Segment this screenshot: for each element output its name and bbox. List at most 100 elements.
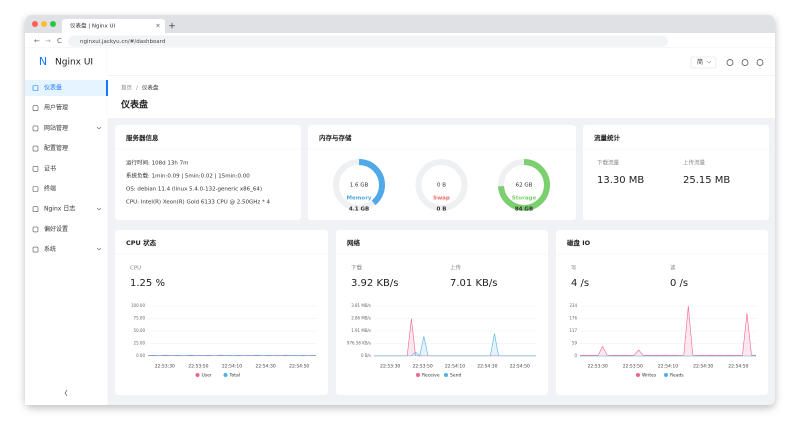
legend-swatch bbox=[444, 373, 448, 377]
server-info-line: 系统负载: 1min:0.09 | 5min:0.02 | 15min:0.00 bbox=[126, 172, 250, 180]
x-tick-label: 22:53:30 bbox=[155, 364, 175, 370]
menu-item[interactable]: 配置管理 bbox=[44, 144, 68, 152]
menu-item[interactable]: 偏好设置 bbox=[44, 225, 68, 233]
title-bar bbox=[25, 15, 775, 33]
card-title: 流量统计 bbox=[594, 133, 621, 142]
gauge-total: 0 B bbox=[437, 207, 447, 213]
x-tick-label: 22:53:50 bbox=[412, 364, 432, 370]
legend-swatch bbox=[664, 373, 668, 377]
series-line bbox=[374, 333, 536, 357]
server-info-line: OS: debian 11.4 (linux 5.4.0-132-generic… bbox=[126, 187, 262, 193]
menu-item[interactable]: 网站管理 bbox=[44, 124, 68, 132]
y-tick-label: 117 bbox=[569, 328, 577, 333]
menu-icon bbox=[32, 206, 39, 212]
sidebar bbox=[25, 48, 108, 405]
x-tick-label: 22:53:30 bbox=[587, 364, 607, 370]
stat-value: 1.25 % bbox=[130, 278, 165, 289]
x-tick-label: 22:53:30 bbox=[380, 364, 400, 370]
new-tab[interactable]: + bbox=[168, 22, 176, 32]
x-tick-label: 22:54:30 bbox=[477, 364, 497, 370]
card bbox=[556, 230, 768, 395]
logo-mark: N bbox=[39, 55, 47, 68]
language: 简 bbox=[697, 58, 703, 66]
gauge-label: Swap bbox=[433, 196, 450, 202]
forward-button[interactable]: → bbox=[45, 37, 51, 45]
close-button[interactable] bbox=[32, 21, 38, 27]
gauge-label: Memory bbox=[346, 196, 371, 202]
x-tick-label: 22:54:50 bbox=[289, 364, 309, 370]
legend-label[interactable]: Writes bbox=[642, 373, 657, 379]
gauge-track bbox=[415, 159, 468, 211]
breadcrumb-item: 首页 bbox=[121, 84, 133, 92]
legend-label[interactable]: Send bbox=[450, 373, 461, 379]
menu-item[interactable]: 系统 bbox=[44, 245, 56, 253]
tab-close[interactable]: × bbox=[155, 23, 160, 30]
gauge-label: Storage bbox=[512, 196, 537, 202]
y-tick-label: 234 bbox=[569, 303, 577, 308]
home-icon[interactable] bbox=[726, 59, 734, 66]
stat-label: 上传 bbox=[450, 264, 462, 272]
language-chevron bbox=[706, 60, 712, 64]
submenu-chevron bbox=[96, 126, 102, 130]
back-button[interactable]: ← bbox=[34, 37, 40, 45]
menu-item[interactable]: Nginx 日志 bbox=[44, 205, 75, 213]
y-tick-label: 3.81 MB/s bbox=[351, 303, 371, 308]
legend-label[interactable]: User bbox=[202, 373, 212, 379]
legend-label[interactable]: Reads bbox=[670, 373, 684, 379]
stat-value: 0 /s bbox=[670, 278, 688, 289]
series-line bbox=[579, 305, 756, 356]
address-bar[interactable] bbox=[68, 35, 668, 47]
card-title: 服务器信息 bbox=[126, 133, 159, 142]
y-tick-label: 176 bbox=[569, 315, 577, 320]
y-tick-label: 100.00 bbox=[131, 303, 145, 308]
language-select[interactable] bbox=[690, 56, 717, 69]
y-tick-label: 976.56 KB/s bbox=[347, 340, 371, 345]
menu-item[interactable]: 证书 bbox=[44, 164, 56, 172]
y-tick-label: 75.00 bbox=[134, 316, 146, 321]
stat-value: 13.30 MB bbox=[597, 175, 644, 186]
gauge-used: 0 B bbox=[437, 183, 446, 189]
series-line bbox=[147, 354, 317, 356]
gauge-used: 1.6 GB bbox=[350, 183, 369, 189]
stat-label: 下载流量 bbox=[597, 159, 620, 167]
y-tick-label: 25.00 bbox=[134, 341, 146, 346]
y-tick-label: 0.00 bbox=[136, 353, 145, 358]
x-tick-label: 22:53:50 bbox=[623, 364, 643, 370]
legend-label[interactable]: Total bbox=[229, 373, 241, 379]
server-info-line: 运行时间: 108d 13h 7m bbox=[126, 159, 188, 167]
tab[interactable] bbox=[62, 19, 165, 33]
reload-icon[interactable] bbox=[741, 59, 749, 66]
page-title: 仪表盘 bbox=[120, 99, 148, 111]
menu-item[interactable]: 终端 bbox=[44, 185, 56, 193]
x-tick-label: 22:54:30 bbox=[255, 364, 275, 370]
x-tick-label: 22:54:50 bbox=[510, 364, 530, 370]
server-info-line: CPU: Intel(R) Xeon(R) Gold 6133 CPU @ 2.… bbox=[126, 200, 271, 206]
stat-label: 上传流量 bbox=[683, 159, 706, 167]
y-tick-label: 50.00 bbox=[134, 328, 146, 333]
collapse-button[interactable] bbox=[64, 389, 68, 397]
stat-label: 读 bbox=[670, 264, 676, 272]
menu-icon bbox=[32, 186, 39, 192]
gauge-used: 62 GB bbox=[516, 183, 533, 189]
legend-label[interactable]: Receive bbox=[422, 373, 440, 379]
y-tick-label: 59 bbox=[572, 340, 578, 345]
submenu-chevron bbox=[96, 247, 102, 251]
x-tick-label: 22:54:10 bbox=[222, 364, 242, 370]
breadcrumb-item: 仪表盘 bbox=[142, 84, 159, 92]
menu-icon bbox=[32, 226, 39, 233]
menu-item[interactable]: 用户管理 bbox=[44, 104, 68, 112]
gauge-arc bbox=[333, 159, 385, 211]
stat-value: 3.92 KB/s bbox=[351, 278, 398, 289]
maximize-button[interactable] bbox=[50, 21, 56, 27]
logout-icon[interactable] bbox=[756, 59, 764, 66]
minimize-button[interactable] bbox=[41, 21, 47, 27]
menu-item[interactable]: 仪表盘 bbox=[44, 84, 62, 92]
stat-label: 下载 bbox=[351, 264, 363, 272]
active-menu-bg bbox=[25, 80, 108, 96]
y-tick-label: 2.86 MB/s bbox=[351, 315, 371, 320]
top-header bbox=[108, 48, 775, 75]
url: nginxui.jackyu.cn/#/dashboard bbox=[80, 39, 165, 45]
gauge-total: 4.1 GB bbox=[349, 207, 369, 213]
reload-button[interactable]: C bbox=[57, 37, 62, 45]
